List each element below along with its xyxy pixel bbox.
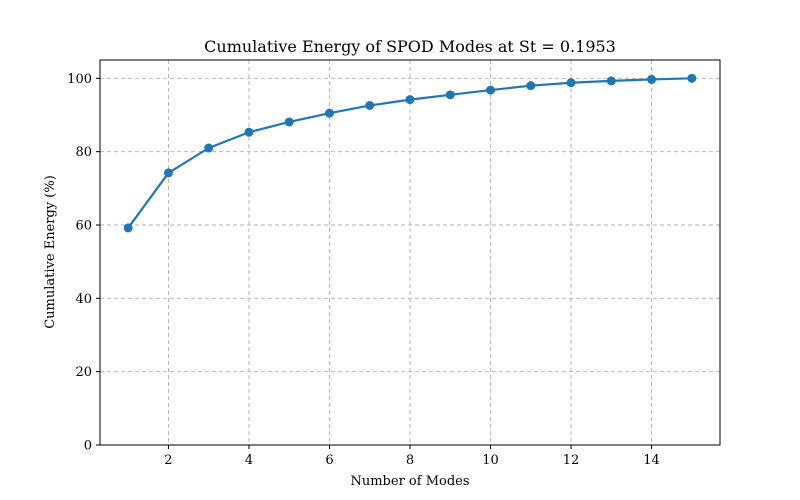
- series-layer: [123, 73, 697, 233]
- data-point: [123, 223, 133, 233]
- grid-layer: [100, 60, 720, 446]
- data-point: [486, 85, 496, 95]
- y-tick-label: 0: [84, 439, 92, 454]
- data-point: [405, 95, 415, 105]
- x-tick-label: 4: [245, 453, 253, 468]
- y-axis-label: Cumulative Energy (%): [43, 175, 58, 329]
- x-tick-label: 12: [563, 453, 580, 468]
- x-axis-label: Number of Modes: [350, 474, 469, 489]
- y-tick-label: 40: [75, 292, 92, 307]
- y-tick-label: 20: [75, 365, 92, 380]
- x-tick-label: 6: [325, 453, 333, 468]
- data-point: [526, 81, 536, 91]
- x-tick-label: 2: [164, 453, 172, 468]
- y-tick-label: 100: [67, 72, 92, 87]
- chart-title: Cumulative Energy of SPOD Modes at St = …: [204, 37, 616, 56]
- y-tick-label: 60: [75, 219, 92, 234]
- data-point: [445, 90, 455, 100]
- data-point: [566, 78, 576, 88]
- data-point: [204, 143, 214, 153]
- x-tick-label: 10: [482, 453, 499, 468]
- data-point: [687, 73, 697, 83]
- tick-layer: 2 4 6 8 10 12 14 0 20 40 60 80 100: [67, 72, 660, 468]
- data-point: [284, 117, 294, 127]
- y-tick-label: 80: [75, 145, 92, 160]
- data-point: [647, 74, 657, 84]
- data-point: [365, 100, 375, 110]
- data-point: [606, 76, 616, 86]
- x-tick-label: 14: [643, 453, 660, 468]
- data-point: [244, 127, 254, 137]
- data-point: [163, 168, 173, 178]
- x-tick-label: 8: [406, 453, 414, 468]
- data-point: [324, 108, 334, 118]
